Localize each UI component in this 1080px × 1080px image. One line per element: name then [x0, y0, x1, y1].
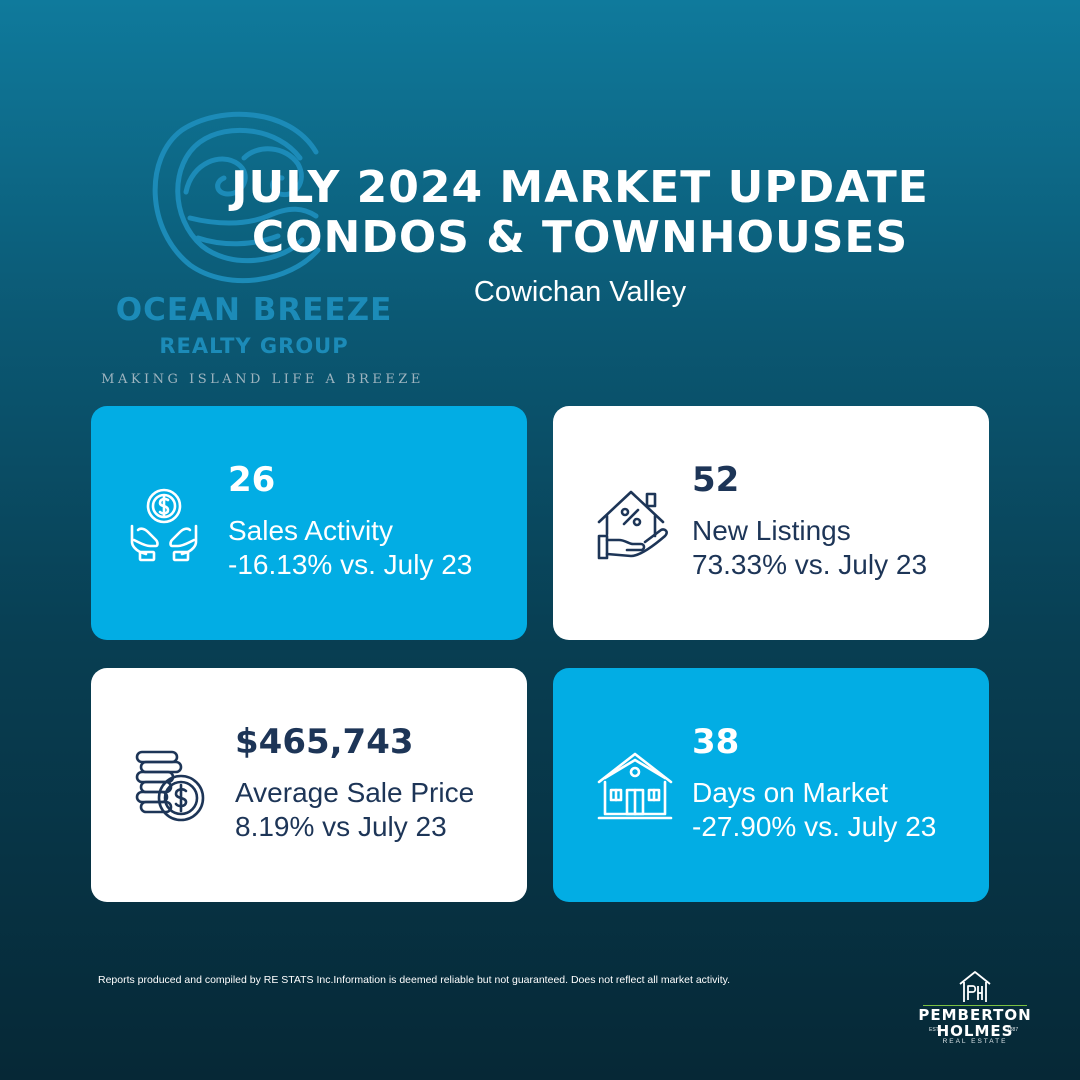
broker-name-line1: PEMBERTON: [918, 1006, 1032, 1024]
house-monogram-icon: [959, 971, 991, 1002]
brand-subtitle: REALTY GROUP: [159, 334, 349, 358]
house-percent-icon: [597, 490, 668, 560]
house-icon: [597, 752, 673, 820]
logo-divider: [923, 1005, 1027, 1006]
stat-value: $465,743: [235, 722, 414, 762]
broker-logo: PEMBERTON EST 1887 HOLMES REAL ESTATE: [915, 968, 1065, 1058]
wave-logo-icon: [152, 111, 321, 284]
brand-name: OCEAN BREEZE: [115, 292, 393, 328]
brand-tagline: MAKING ISLAND LIFE A BREEZE: [101, 372, 424, 387]
stat-label: Sales Activity: [228, 515, 393, 546]
region-subtitle: Cowichan Valley: [473, 276, 687, 308]
disclaimer-text: Reports produced and compiled by RE STAT…: [98, 974, 731, 986]
page-title-line2: CONDOS & TOWNHOUSES: [251, 212, 909, 263]
stat-card-new-listings: 52 New Listings 73.33% vs. July 23: [553, 406, 989, 640]
stat-change: 73.33% vs. July 23: [692, 549, 928, 580]
stat-label: Days on Market: [692, 777, 889, 808]
page-title-line1: JULY 2024 MARKET UPDATE: [231, 162, 929, 213]
stat-card-days-on-market: 38 Days on Market -27.90% vs. July 23: [553, 668, 989, 902]
stat-value: 26: [228, 460, 276, 500]
stat-card-average-sale-price: $465,743 Average Sale Price 8.19% vs Jul…: [91, 668, 527, 902]
broker-est: EST: [929, 1027, 939, 1033]
broker-subtitle: REAL ESTATE: [942, 1038, 1008, 1045]
stat-value: 52: [692, 460, 740, 500]
stat-value: 38: [692, 722, 740, 762]
broker-year: 1887: [1007, 1027, 1019, 1033]
stat-change: -16.13% vs. July 23: [228, 549, 473, 580]
stat-change: -27.90% vs. July 23: [692, 811, 937, 842]
stat-label: Average Sale Price: [235, 777, 475, 808]
stat-card-sales-activity: 26 Sales Activity -16.13% vs. July 23: [91, 406, 527, 640]
stat-label: New Listings: [692, 515, 851, 546]
broker-name-line2: HOLMES: [936, 1022, 1014, 1040]
money-hands-icon: [130, 488, 198, 562]
coins-dollar-icon: [135, 750, 205, 822]
stat-change: 8.19% vs July 23: [235, 811, 447, 842]
